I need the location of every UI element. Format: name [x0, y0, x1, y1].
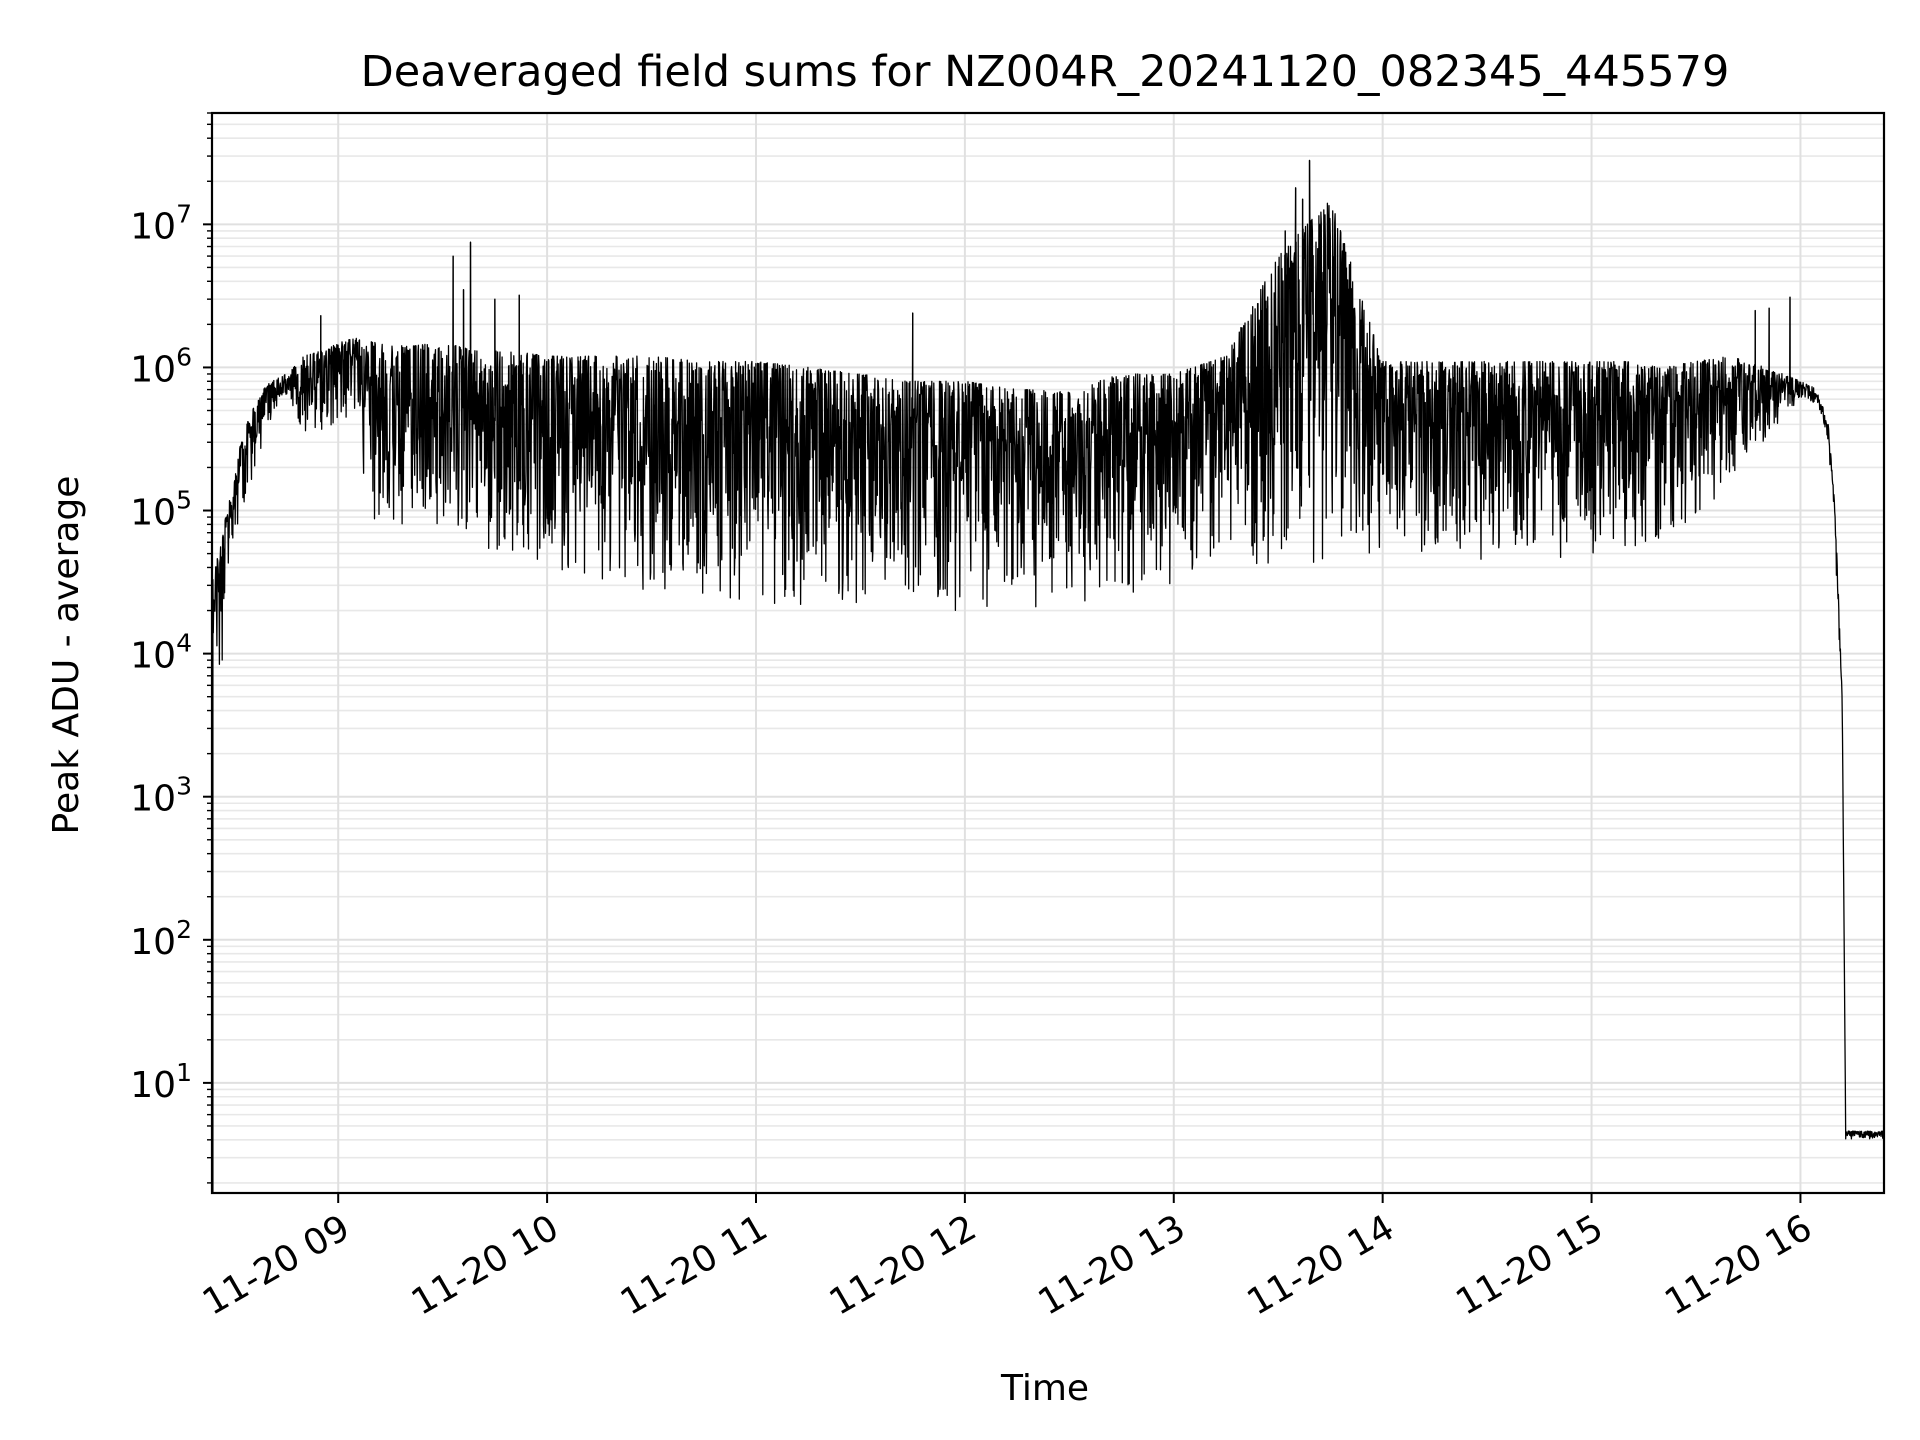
y-axis-label: Peak ADU - average [46, 476, 87, 835]
x-tick-label: 11-20 11 [614, 1207, 775, 1323]
x-tick-label: 11-20 10 [405, 1207, 566, 1323]
y-tick-label: 106 [130, 342, 192, 390]
data-line-layer [212, 159, 1885, 1193]
axis-ticks: 101 102 103 104 105 106 107 11-20 09 11-20 10 11-… [130, 112, 1819, 1324]
x-tick-label: 11-20 13 [1032, 1207, 1193, 1323]
x-tick-label: 11-20 14 [1240, 1207, 1401, 1323]
x-tick-label: 11-20 12 [823, 1207, 984, 1323]
series-line [212, 159, 1885, 1193]
chart-title: Deaveraged field sums for NZ004R_2024112… [361, 47, 1730, 97]
y-tick-label: 104 [130, 629, 192, 677]
x-tick-label: 11-20 16 [1658, 1207, 1819, 1323]
y-tick-label: 103 [130, 772, 192, 820]
x-axis-label: Time [1000, 1368, 1089, 1409]
x-tick-label: 11-20 09 [196, 1207, 357, 1323]
y-tick-label: 101 [130, 1058, 192, 1106]
y-tick-label: 105 [130, 486, 192, 534]
y-tick-label: 102 [130, 915, 192, 963]
x-tick-label: 11-20 15 [1449, 1207, 1610, 1323]
y-tick-label: 107 [130, 199, 192, 247]
grid [212, 112, 1884, 1193]
